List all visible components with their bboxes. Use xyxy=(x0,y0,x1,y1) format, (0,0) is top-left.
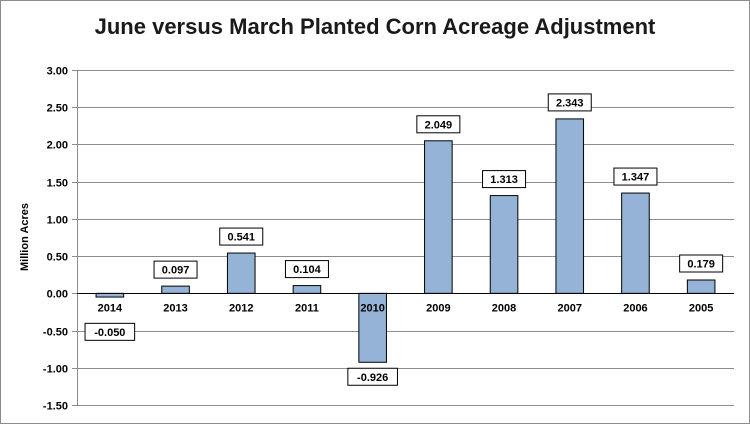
data-label: -0.926 xyxy=(357,372,388,384)
data-label-box xyxy=(284,260,329,279)
data-label: 0.097 xyxy=(162,265,190,277)
y-tick-label: 2.00 xyxy=(47,140,68,152)
data-label: 0.541 xyxy=(227,232,255,244)
data-label: 0.104 xyxy=(293,264,321,276)
y-tick-label: 1.00 xyxy=(47,215,68,227)
bar xyxy=(555,118,585,294)
y-tick-label: 2.50 xyxy=(47,103,68,115)
x-tick-label: 2009 xyxy=(426,302,450,314)
chart-title: June versus March Planted Corn Acreage A… xyxy=(94,14,656,39)
data-label: 2.343 xyxy=(556,97,584,109)
y-tick-label: 1.50 xyxy=(47,178,68,190)
data-label: 1.347 xyxy=(622,172,650,184)
x-tick-label: 2014 xyxy=(98,302,123,314)
data-label-box xyxy=(347,367,398,386)
y-tick-label: -1.50 xyxy=(43,401,68,413)
x-tick-label: 2013 xyxy=(163,302,187,314)
bars xyxy=(95,118,716,363)
data-label-box xyxy=(613,167,658,186)
x-tick-label: 2012 xyxy=(229,302,253,314)
y-tick-label: -0.50 xyxy=(43,327,68,339)
y-tick-label: 0.50 xyxy=(47,252,68,264)
data-label: -0.050 xyxy=(94,327,125,339)
axes xyxy=(72,70,734,406)
data-label-box xyxy=(219,227,264,246)
x-tick-label: 2006 xyxy=(623,302,647,314)
bar xyxy=(226,252,256,294)
y-axis-label: Million Acres xyxy=(19,203,31,271)
data-label-box xyxy=(679,254,724,273)
bar xyxy=(292,285,322,294)
bar xyxy=(489,195,519,294)
data-label: 1.313 xyxy=(490,174,518,186)
labels: 3.00 2.50 2.00 1.50 1.00 0.50 0.00 -0.50 -1.00 -1… xyxy=(43,66,724,413)
x-tick-label: 2008 xyxy=(492,302,516,314)
data-label-box xyxy=(482,170,527,189)
y-tick-label: 3.00 xyxy=(47,66,68,78)
y-tick-label: -1.00 xyxy=(43,364,68,376)
y-tick-label: 0.00 xyxy=(47,289,68,301)
x-tick-label: 2010 xyxy=(360,302,384,314)
bar xyxy=(621,192,650,294)
data-label-box xyxy=(84,322,136,341)
bar xyxy=(161,285,190,294)
data-label-box xyxy=(416,115,461,134)
x-tick-label: 2005 xyxy=(689,302,713,314)
x-tick-label: 2011 xyxy=(295,302,319,314)
bar xyxy=(424,140,453,294)
data-label: 2.049 xyxy=(425,119,453,131)
data-label: 0.179 xyxy=(687,259,715,271)
data-label-box xyxy=(153,260,198,279)
x-tick-label: 2007 xyxy=(558,302,582,314)
bar xyxy=(686,279,716,294)
data-label-box xyxy=(547,93,592,112)
